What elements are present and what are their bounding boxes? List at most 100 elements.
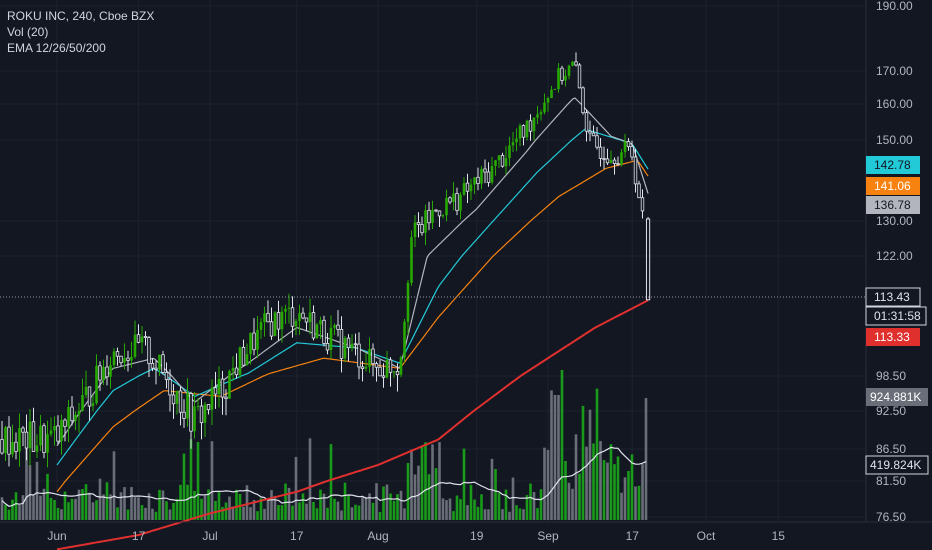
- volume-bar: [623, 477, 627, 520]
- candle-body: [564, 75, 567, 81]
- candle-body: [626, 141, 631, 147]
- volume-bar: [315, 508, 319, 520]
- volume-bar: [308, 438, 312, 520]
- volume-bar: [368, 493, 371, 520]
- candle-body: [385, 359, 389, 378]
- volume-bar: [32, 495, 35, 520]
- volume-bar: [102, 494, 105, 520]
- candle-body: [63, 419, 67, 427]
- volume-bar: [207, 489, 210, 520]
- candle-body: [158, 354, 161, 370]
- price-scale[interactable]: [866, 0, 932, 522]
- candle-body: [31, 421, 36, 452]
- time-tick-label: 17: [290, 529, 304, 543]
- volume-bar: [88, 492, 91, 520]
- time-scale-labels[interactable]: Jun 17 Jul 17 Aug 19 Sep 17 Oct 15: [47, 529, 785, 543]
- volume-bar: [151, 508, 154, 520]
- candle-body: [154, 367, 158, 370]
- candle-body: [350, 343, 354, 348]
- candle-body: [567, 65, 571, 76]
- volume-bar: [116, 507, 119, 520]
- candle-body: [602, 157, 606, 160]
- volume-bar: [60, 509, 63, 520]
- candle-body: [640, 197, 645, 212]
- volume-bar: [441, 498, 445, 520]
- volume-badge: [865, 455, 929, 475]
- volume-ma-line: [1, 446, 647, 507]
- candle-body: [329, 327, 333, 351]
- legend-symbol[interactable]: ROKU INC, 240, Cboe BZX: [7, 9, 155, 23]
- volume-bar: [39, 495, 42, 520]
- volume-bar: [53, 499, 56, 520]
- candle-body: [49, 430, 53, 435]
- volume-bar: [462, 448, 466, 520]
- candle-body: [14, 441, 18, 452]
- volume-bar: [357, 505, 361, 520]
- volume-bar: [417, 465, 420, 520]
- volume-bar: [245, 485, 249, 520]
- volume-bar: [452, 511, 455, 520]
- candle-body: [178, 390, 183, 413]
- candle-body: [515, 138, 518, 143]
- legend-ema[interactable]: EMA 12/26/50/200: [7, 41, 106, 55]
- price-badge: [865, 306, 927, 326]
- legend-volume[interactable]: Vol (20): [7, 25, 49, 39]
- volume-bar: [224, 502, 228, 520]
- volume-bar: [126, 509, 130, 520]
- volume-bar: [109, 494, 112, 520]
- volume-bar: [182, 453, 186, 520]
- volume-bar: [280, 505, 284, 520]
- volume-bar: [529, 483, 532, 520]
- volume-bar: [536, 508, 539, 520]
- volume-bar: [98, 478, 102, 520]
- price-badge: [866, 177, 920, 195]
- candle-body: [193, 406, 196, 432]
- volume-bar: [11, 499, 14, 520]
- volume-bar: [613, 464, 616, 520]
- candle-body: [147, 337, 151, 364]
- candle-body: [525, 120, 529, 138]
- volume-bar: [630, 454, 634, 520]
- volume-bar: [473, 499, 476, 520]
- volume-bar: [133, 497, 137, 520]
- candle-body: [403, 321, 406, 358]
- candle-body: [70, 406, 74, 422]
- volume-bar: [217, 492, 221, 520]
- candle-body: [574, 61, 578, 66]
- candle-body: [256, 329, 259, 350]
- volume-bar: [333, 498, 336, 520]
- candle-body: [311, 312, 316, 339]
- volume-bar: [147, 493, 151, 520]
- candle-body: [528, 120, 533, 132]
- candle-body: [0, 439, 4, 454]
- candle-body: [315, 324, 319, 339]
- price-tick-label: 160.00: [876, 97, 913, 111]
- candle-body: [123, 358, 126, 363]
- candle-body: [102, 367, 105, 381]
- candle-body: [77, 411, 81, 415]
- volume-bar: [7, 509, 11, 520]
- volume-bar: [543, 447, 546, 520]
- candle-body: [459, 194, 462, 211]
- volume-bar: [4, 504, 7, 520]
- candle-body: [280, 311, 284, 330]
- volume-bar: [168, 509, 172, 520]
- candle-body: [374, 363, 379, 368]
- volume-bar: [476, 506, 480, 520]
- volume-bar: [564, 461, 567, 520]
- price-scale-labels: 190.00 170.00 160.00 150.00 130.00 122.00 98.5…: [876, 0, 913, 524]
- volume-bar: [480, 494, 483, 520]
- volume-bar: [130, 487, 133, 520]
- volume-bar: [606, 462, 609, 520]
- candle-body: [21, 427, 25, 433]
- volume-bar: [0, 497, 4, 520]
- candle-body: [249, 333, 252, 355]
- candle-body: [494, 160, 497, 167]
- volume-bar: [340, 510, 343, 520]
- candle-body: [364, 366, 368, 369]
- volume-bar: [175, 498, 179, 520]
- candle-body: [112, 351, 116, 366]
- candles: [0, 52, 651, 468]
